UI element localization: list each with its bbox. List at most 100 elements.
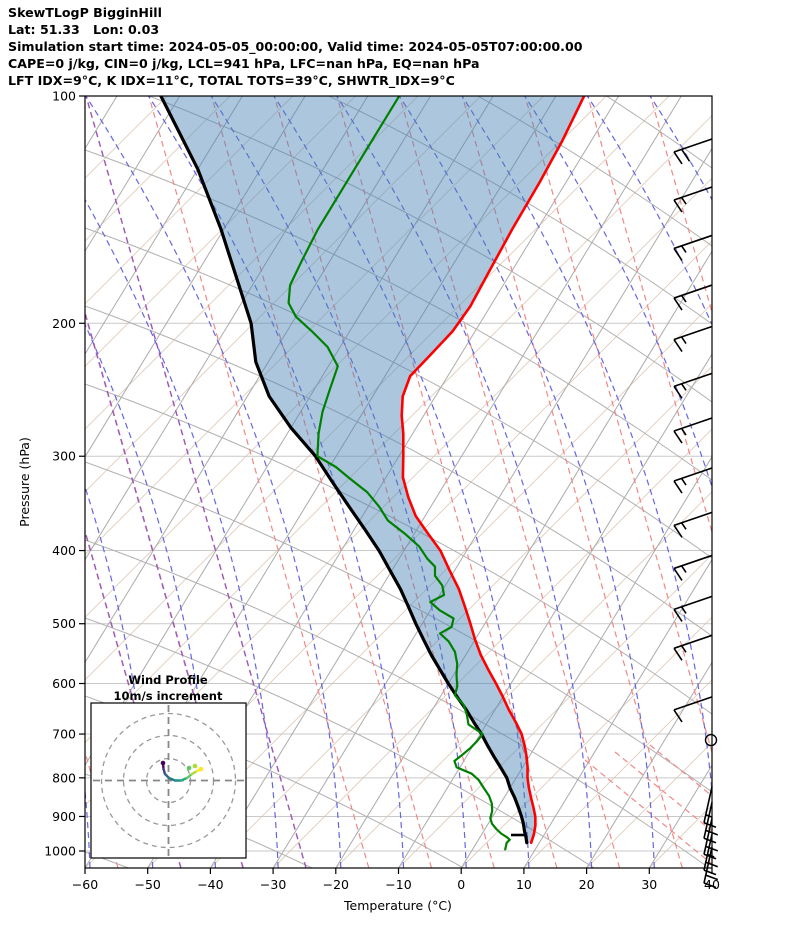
isotherm-line xyxy=(398,353,712,868)
wind-barb xyxy=(673,234,713,261)
blue-dashed-line xyxy=(147,96,405,868)
blue-dashed-line xyxy=(85,96,342,868)
x-tick-label: −60 xyxy=(72,877,98,892)
y-tick-label: 600 xyxy=(52,676,76,691)
red-dashed-line xyxy=(461,96,683,868)
hodograph-title: Wind Profile xyxy=(128,673,208,687)
x-tick-label: 30 xyxy=(641,877,657,892)
hodograph-trace-dot xyxy=(160,760,166,766)
sim-time-line: Simulation start time: 2024-05-05_00:00:… xyxy=(8,39,583,54)
figure-header: SkewTLogP BigginHill Lat: 51.33 Lon: 0.0… xyxy=(8,4,582,89)
isotherm-line xyxy=(85,96,181,253)
dewpoint-curve xyxy=(287,96,511,851)
red-dashed-line xyxy=(584,759,712,865)
y-tick-label: 200 xyxy=(52,316,76,331)
red-dashed-line xyxy=(713,96,794,868)
dry-adiabat-line xyxy=(327,96,712,325)
blue-dashed-line xyxy=(524,96,712,489)
red-dashed-line xyxy=(336,96,558,868)
tan-45-line xyxy=(586,741,712,868)
blue-dashed-line xyxy=(210,96,467,868)
wind-barbs-column xyxy=(673,138,719,889)
wind-barb xyxy=(673,417,713,444)
y-tick-label: 300 xyxy=(52,449,76,464)
red-dashed-line xyxy=(524,96,712,755)
y-tick-label: 500 xyxy=(52,616,76,631)
dry-adiabat-line xyxy=(85,539,711,868)
x-axis-label: Temperature (°C) xyxy=(343,898,452,913)
x-tick-label: 10 xyxy=(516,877,532,892)
tan-45-line xyxy=(335,491,712,868)
dry-adiabat-line xyxy=(85,930,712,937)
isotherm-line xyxy=(272,147,712,868)
calm-wind-circle xyxy=(704,733,718,747)
hodograph-trace-dot xyxy=(198,766,204,772)
hodograph-subtitle: 10m/s increment xyxy=(114,689,223,703)
wind-barb xyxy=(673,554,713,581)
figure-title: SkewTLogP BigginHill xyxy=(8,5,162,20)
x-tick-label: 20 xyxy=(579,877,595,892)
isotherm-line xyxy=(335,250,712,868)
x-tick-label: −50 xyxy=(135,877,161,892)
red-dashed-line xyxy=(148,96,370,868)
y-tick-label: 700 xyxy=(52,727,76,742)
x-tick-label: 0 xyxy=(457,877,465,892)
isotherm-line xyxy=(523,558,712,868)
tan-45-line xyxy=(398,553,712,868)
tan-45-line xyxy=(210,365,712,868)
cin-shading xyxy=(160,96,585,843)
x-tick-label: −30 xyxy=(260,877,286,892)
isotherm-line xyxy=(85,96,306,458)
red-dashed-line xyxy=(614,751,712,832)
tan-45-line xyxy=(460,616,712,868)
y-axis-label: Pressure (hPa) xyxy=(17,437,32,527)
wind-barb xyxy=(673,595,713,622)
wind-barb xyxy=(673,138,713,165)
parcel-temperature-fill xyxy=(160,96,585,843)
isotherm-line xyxy=(711,867,712,868)
y-tick-label: 1000 xyxy=(44,844,76,859)
wind-barb xyxy=(673,634,713,661)
dry-adiabat-line xyxy=(605,96,712,169)
tan-45-line xyxy=(147,303,712,868)
blue-dashed-line xyxy=(85,785,91,868)
x-tick-label: 40 xyxy=(704,877,720,892)
red-dashed-line xyxy=(210,96,433,868)
lat-lon-line: Lat: 51.33 Lon: 0.03 xyxy=(8,22,160,37)
parcel-curve xyxy=(159,96,529,845)
isotherm-line xyxy=(85,96,431,664)
wind-barb xyxy=(673,284,713,311)
red-dashed-line xyxy=(649,96,712,315)
dry-adiabat-line xyxy=(85,305,712,637)
wind-barb xyxy=(673,325,713,352)
blue-dashed-line xyxy=(85,198,279,868)
isotherm-line xyxy=(460,455,712,868)
dry-adiabat-line xyxy=(85,461,712,793)
y-tick-label: 400 xyxy=(52,543,76,558)
blue-dashed-line xyxy=(649,96,712,201)
dry-adiabat-line xyxy=(85,227,712,559)
wind-barb xyxy=(673,372,713,399)
red-dashed-line xyxy=(273,96,495,868)
y-tick-label: 800 xyxy=(52,770,76,785)
isotherm-line xyxy=(85,96,243,356)
x-tick-label: −20 xyxy=(323,877,349,892)
dry-adiabat-line xyxy=(85,851,130,868)
purple-dashed-line xyxy=(85,96,307,868)
blue-dashed-line xyxy=(586,96,712,326)
hodograph-trace-dot xyxy=(192,763,198,769)
sounding-curves xyxy=(159,96,586,851)
tan-45-line xyxy=(523,679,712,868)
temperature-curve xyxy=(400,96,586,845)
isotherm-line xyxy=(209,96,682,868)
blue-dashed-line xyxy=(398,96,655,868)
hodograph-ring xyxy=(100,712,237,849)
blue-dashed-line xyxy=(461,96,712,799)
indices-line: LFT IDX=9°C, K IDX=11°C, TOTAL TOTS=39°C… xyxy=(8,73,455,88)
hodograph-content xyxy=(93,705,244,856)
wind-barb xyxy=(673,696,713,723)
hodograph-inset xyxy=(90,702,247,859)
tan-45-line xyxy=(272,428,712,868)
